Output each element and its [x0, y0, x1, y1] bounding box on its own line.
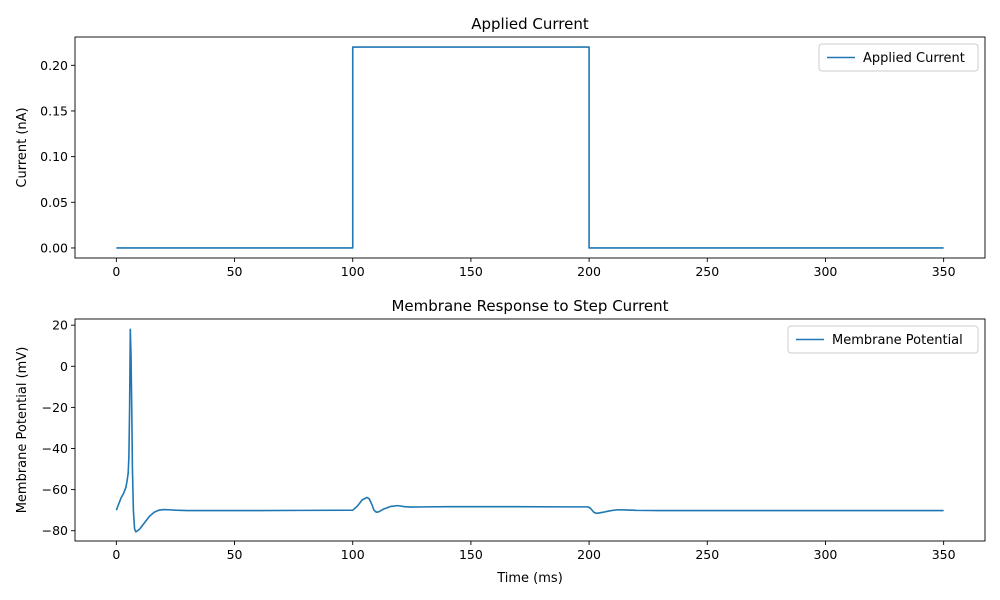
legend-label: Membrane Potential	[832, 333, 963, 348]
chart-title: Membrane Response to Step Current	[391, 297, 668, 315]
chart-panel-2: Membrane Response to Step Current 0 50 100 1…	[15, 297, 986, 586]
legend: Membrane Potential	[787, 325, 979, 354]
legend-box	[787, 325, 979, 354]
y-tick-label: 0.20	[40, 58, 68, 73]
series-line-1	[115, 328, 944, 533]
x-tick-label: 150	[459, 264, 483, 279]
x-axis-label: Time (ms)	[496, 571, 563, 586]
y-tick-label: 0.10	[40, 149, 68, 164]
x-tick-label: 350	[932, 547, 956, 562]
y-tick-label: −80	[42, 523, 68, 538]
x-tick-label: 50	[227, 264, 243, 279]
x-tick-label: 250	[695, 547, 719, 562]
y-axis-label: Membrane Potential (mV)	[15, 347, 30, 514]
x-tick-label: 250	[695, 264, 719, 279]
x-tick-label: 200	[577, 547, 601, 562]
x-tick-label: 0	[112, 547, 120, 562]
y-tick-label: 0.15	[40, 103, 68, 118]
y-tick-label: −20	[42, 400, 68, 415]
y-tick-label: 20	[52, 318, 68, 333]
series-line-1	[116, 46, 944, 249]
x-tick-label: 0	[112, 264, 120, 279]
y-tick-label: −60	[42, 482, 68, 497]
legend: Applied Current	[818, 43, 979, 72]
y-tick-label: 0.00	[40, 240, 68, 255]
y-tick-label: 0.05	[40, 195, 68, 210]
x-tick-label: 150	[459, 547, 483, 562]
x-tick-label: 300	[814, 264, 838, 279]
y-axis-label: Current (nA)	[15, 107, 30, 187]
legend-label: Applied Current	[863, 51, 965, 66]
chart-title: Applied Current	[471, 15, 589, 33]
y-tick-label: −40	[42, 441, 68, 456]
legend-box	[818, 43, 979, 72]
x-tick-label: 100	[341, 547, 365, 562]
x-tick-label: 350	[932, 264, 956, 279]
x-tick-label: 100	[341, 264, 365, 279]
x-tick-label: 50	[227, 547, 243, 562]
x-tick-label: 300	[814, 547, 838, 562]
x-tick-label: 200	[577, 264, 601, 279]
y-tick-label: 0	[60, 359, 68, 374]
plot-frame	[74, 318, 986, 542]
chart-panel-1: Applied Current 0 50 100 150 200 250 300 350 0.00…	[15, 15, 986, 279]
plot-frame	[74, 36, 986, 259]
